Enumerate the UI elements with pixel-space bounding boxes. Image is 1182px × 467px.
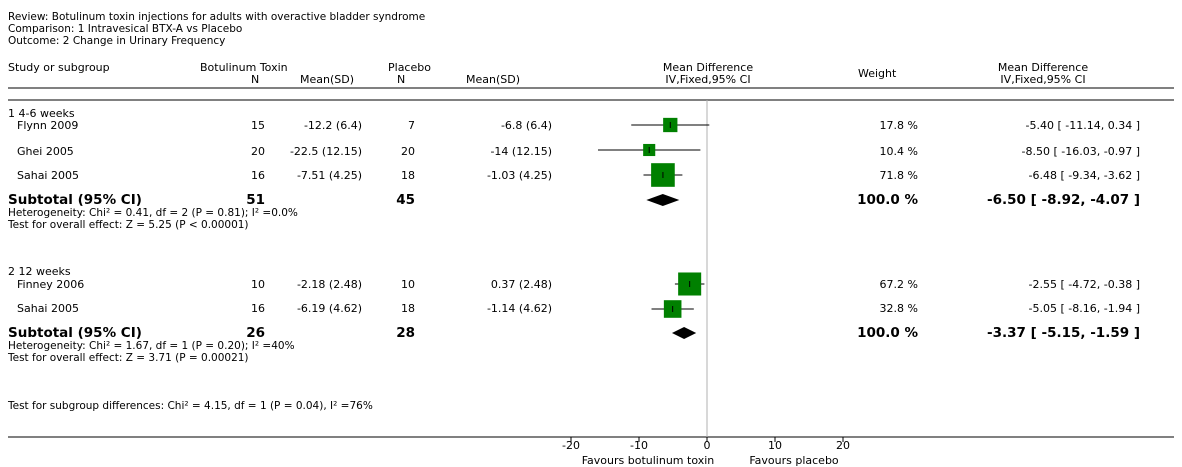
heterogeneity-text: Heterogeneity: Chi² = 0.41, df = 2 (P = … — [8, 207, 298, 219]
study-mean2: -1.03 (4.25) — [486, 169, 552, 182]
overall-effect-text: Test for overall effect: Z = 3.71 (P = 0… — [8, 352, 249, 364]
heterogeneity-text: Heterogeneity: Chi² = 1.67, df = 1 (P = … — [8, 340, 295, 352]
subgroup-differences-text: Test for subgroup differences: Chi² = 4.… — [8, 400, 373, 412]
subgroup-label: 2 12 weeks — [8, 265, 71, 278]
col-treatment-mean: Mean(SD) — [300, 73, 355, 86]
col-md-plot: Mean Difference — [662, 61, 754, 74]
col-treatment: Botulinum Toxin — [200, 61, 288, 74]
study-mean2: -1.14 (4.62) — [486, 302, 552, 315]
study-mean2: -6.8 (6.4) — [500, 119, 552, 132]
study-n1: 10 — [251, 278, 265, 291]
col-control-n: N — [397, 73, 406, 86]
study-mean1: -2.18 (2.48) — [296, 278, 362, 291]
study-mean2: 0.37 (2.48) — [490, 278, 552, 291]
axis-tick-label: 10 — [768, 439, 782, 452]
study-n2: 18 — [401, 302, 415, 315]
study-mean2: -14 (12.15) — [490, 145, 552, 158]
study-name: Finney 2006 — [17, 278, 85, 291]
col-md: Mean Difference — [997, 61, 1089, 74]
study-ci: -5.05 [ -8.16, -1.94 ] — [1028, 302, 1140, 315]
study-n2: 10 — [401, 278, 415, 291]
subtotal-label: Subtotal (95% CI) — [8, 325, 142, 341]
study-weight: 17.8 % — [879, 119, 918, 132]
subtotal-n1: 26 — [246, 325, 265, 341]
favours-left-label: Favours botulinum toxin — [581, 454, 715, 467]
study-weight: 32.8 % — [879, 302, 918, 315]
study-name: Flynn 2009 — [17, 119, 79, 132]
col-weight: Weight — [858, 67, 897, 80]
subtotal-diamond — [671, 327, 697, 339]
subtotal-n2: 28 — [396, 325, 415, 341]
study-n1: 16 — [251, 169, 265, 182]
subgroup-label: 1 4-6 weeks — [8, 107, 75, 120]
study-n2: 7 — [408, 119, 415, 132]
axis-tick-label: -10 — [630, 439, 648, 452]
study-ci: -6.48 [ -9.34, -3.62 ] — [1028, 169, 1140, 182]
study-n2: 18 — [401, 169, 415, 182]
study-ci: -8.50 [ -16.03, -0.97 ] — [1021, 145, 1140, 158]
axis-tick-label: 0 — [703, 439, 711, 452]
study-n1: 15 — [251, 119, 265, 132]
favours-right-label: Favours placebo — [749, 454, 839, 467]
axis-tick-label: -20 — [562, 439, 580, 452]
study-name: Sahai 2005 — [17, 169, 79, 182]
col-control-mean: Mean(SD) — [466, 73, 521, 86]
study-weight: 10.4 % — [879, 145, 918, 158]
subtotal-ci: -6.50 [ -8.92, -4.07 ] — [986, 192, 1140, 208]
study-weight: 67.2 % — [879, 278, 918, 291]
study-name: Sahai 2005 — [17, 302, 79, 315]
col-treatment-n: N — [251, 73, 260, 86]
study-name: Ghei 2005 — [17, 145, 74, 158]
col-md-plot-method: IV,Fixed,95% CI — [665, 73, 751, 86]
subtotal-label: Subtotal (95% CI) — [8, 192, 142, 208]
study-mean1: -6.19 (4.62) — [296, 302, 362, 315]
study-ci: -2.55 [ -4.72, -0.38 ] — [1028, 278, 1140, 291]
subtotal-weight: 100.0 % — [857, 192, 918, 208]
overall-effect-text: Test for overall effect: Z = 5.25 (P < 0… — [8, 219, 249, 231]
subtotal-ci: -3.37 [ -5.15, -1.59 ] — [986, 325, 1140, 341]
study-ci: -5.40 [ -11.14, 0.34 ] — [1025, 119, 1140, 132]
study-weight: 71.8 % — [879, 169, 918, 182]
col-study: Study or subgroup — [8, 61, 110, 74]
subtotal-weight: 100.0 % — [857, 325, 918, 341]
study-n1: 20 — [251, 145, 265, 158]
review-title: Review: Botulinum toxin injections for a… — [8, 11, 426, 23]
study-n1: 16 — [251, 302, 265, 315]
study-mean1: -22.5 (12.15) — [289, 145, 362, 158]
subtotal-diamond — [646, 194, 680, 206]
col-control: Placebo — [388, 61, 431, 74]
axis-tick-label: 20 — [836, 439, 850, 452]
subtotal-n1: 51 — [246, 192, 265, 208]
subtotal-n2: 45 — [396, 192, 415, 208]
col-md-method: IV,Fixed,95% CI — [1000, 73, 1086, 86]
study-mean1: -12.2 (6.4) — [303, 119, 362, 132]
comparison-title: Comparison: 1 Intravesical BTX-A vs Plac… — [8, 23, 243, 35]
study-n2: 20 — [401, 145, 415, 158]
study-mean1: -7.51 (4.25) — [296, 169, 362, 182]
outcome-title: Outcome: 2 Change in Urinary Frequency — [8, 35, 226, 47]
